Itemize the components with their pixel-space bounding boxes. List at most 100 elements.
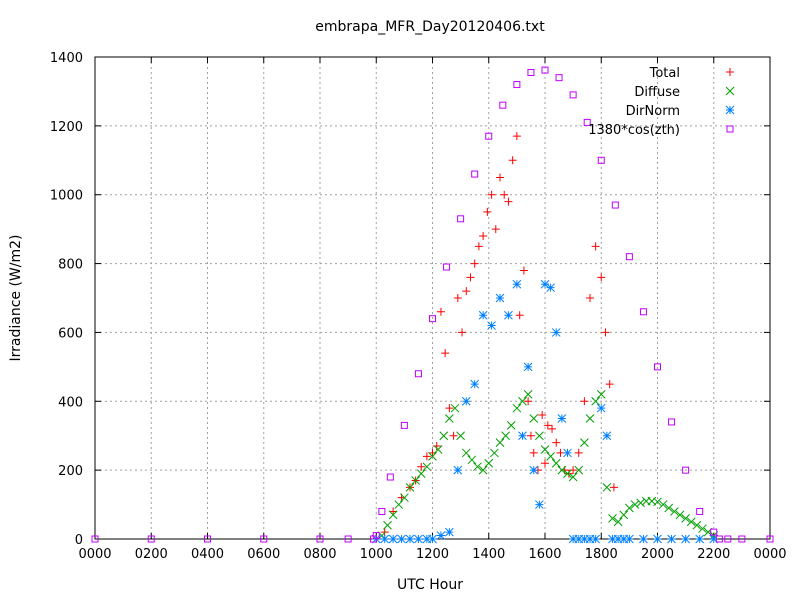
y-tick-label: 600 bbox=[58, 326, 83, 341]
data-point-dirnorm bbox=[495, 293, 505, 303]
data-point-1380-cos-zth bbox=[625, 253, 633, 261]
data-point-diffuse bbox=[484, 458, 494, 468]
data-point-dirnorm bbox=[619, 534, 629, 544]
data-point-diffuse bbox=[580, 438, 589, 447]
data-point-diffuse bbox=[658, 500, 668, 509]
data-point-dirnorm bbox=[436, 531, 446, 540]
data-point-1380-cos-zth bbox=[555, 74, 563, 82]
data-point-diffuse bbox=[568, 472, 578, 482]
data-point-diffuse bbox=[608, 513, 617, 523]
data-point-1380-cos-zth bbox=[499, 101, 507, 109]
data-point-dirnorm bbox=[529, 465, 539, 475]
data-point-diffuse bbox=[428, 452, 437, 461]
data-point-1380-cos-zth bbox=[344, 535, 352, 543]
data-point-dirnorm bbox=[504, 310, 513, 320]
data-point-1380-cos-zth bbox=[204, 535, 211, 543]
data-point-dirnorm bbox=[470, 379, 480, 389]
data-point-dirnorm bbox=[388, 534, 398, 544]
data-point-diffuse bbox=[461, 448, 471, 458]
data-point-1380-cos-zth bbox=[147, 535, 155, 543]
data-point-dirnorm bbox=[518, 431, 527, 441]
data-point-diffuse bbox=[501, 431, 510, 441]
data-point-total bbox=[543, 421, 552, 430]
x-tick-label: 0000 bbox=[753, 547, 786, 562]
data-point-total bbox=[552, 438, 561, 447]
x-tick-label: 1200 bbox=[416, 547, 449, 562]
data-point-dirnorm bbox=[580, 534, 589, 544]
y-axis-label: Irradiance (W/m2) bbox=[8, 235, 24, 362]
data-point-diffuse bbox=[625, 503, 634, 513]
data-point-dirnorm bbox=[557, 414, 567, 423]
data-point-1380-cos-zth bbox=[597, 156, 605, 164]
data-point-dirnorm bbox=[551, 328, 561, 337]
data-point-diffuse bbox=[686, 517, 696, 527]
data-point-diffuse bbox=[591, 396, 600, 406]
data-point-diffuse bbox=[653, 497, 662, 507]
y-tick-label: 400 bbox=[58, 395, 83, 410]
data-point-total bbox=[526, 431, 535, 440]
data-point-diffuse bbox=[394, 500, 404, 509]
data-point-dirnorm bbox=[653, 534, 662, 544]
data-point-total bbox=[601, 328, 610, 337]
data-point-total bbox=[458, 328, 467, 337]
data-point-diffuse bbox=[596, 390, 606, 399]
x-axis: 0000 0200 0400 0600 0800 1000 1200 1400 1600 1800… bbox=[78, 57, 787, 562]
data-point-dirnorm bbox=[613, 534, 623, 544]
x-tick-label: 1000 bbox=[360, 547, 393, 562]
data-point-dirnorm bbox=[563, 448, 572, 458]
data-point-1380-cos-zth bbox=[715, 535, 723, 543]
data-point-diffuse bbox=[456, 431, 465, 441]
data-point-1380-cos-zth bbox=[443, 263, 451, 271]
data-point-dirnorm bbox=[380, 534, 390, 544]
legend-label-1380-cos-zth: 1380*cos(zth) bbox=[588, 123, 680, 138]
data-point-diffuse bbox=[445, 414, 454, 423]
data-point-total bbox=[479, 232, 488, 241]
data-point-total bbox=[515, 311, 524, 320]
data-point-diffuse bbox=[383, 520, 392, 530]
legend-marker-dirnorm bbox=[725, 105, 735, 115]
data-point-dirnorm bbox=[574, 534, 584, 544]
data-point-total bbox=[580, 397, 589, 406]
legend-marker-1380-cos-zth bbox=[726, 125, 734, 133]
y-tick-label: 1000 bbox=[50, 189, 83, 204]
data-point-total bbox=[422, 452, 431, 461]
data-point-dirnorm bbox=[709, 534, 719, 544]
data-point-diffuse bbox=[478, 465, 488, 475]
data-point-1380-cos-zth bbox=[682, 466, 690, 474]
data-point-dirnorm bbox=[453, 465, 463, 475]
data-point-total bbox=[541, 459, 549, 468]
data-point-dirnorm bbox=[602, 431, 612, 441]
data-point-1380-cos-zth bbox=[400, 421, 408, 429]
data-point-diffuse bbox=[512, 403, 522, 413]
data-point-1380-cos-zth bbox=[316, 535, 324, 543]
data-point-1380-cos-zth bbox=[386, 473, 394, 481]
data-point-diffuse bbox=[523, 390, 533, 399]
data-point-diffuse bbox=[613, 517, 623, 527]
data-point-1380-cos-zth bbox=[541, 66, 549, 74]
data-point-total bbox=[496, 173, 504, 182]
data-point-diffuse bbox=[546, 452, 555, 461]
y-tick-label: 200 bbox=[58, 464, 83, 479]
data-point-diffuse bbox=[506, 421, 516, 430]
data-point-1380-cos-zth bbox=[724, 535, 732, 543]
data-point-total bbox=[524, 397, 533, 406]
data-point-diffuse bbox=[450, 403, 460, 413]
data-point-1380-cos-zth bbox=[668, 418, 676, 426]
data-point-1380-cos-zth bbox=[471, 170, 479, 178]
data-point-dirnorm bbox=[591, 534, 600, 544]
x-tick-label: 2000 bbox=[641, 547, 674, 562]
legend-marker-total bbox=[726, 68, 734, 76]
data-point-dirnorm bbox=[695, 534, 705, 544]
x-tick-label: 2200 bbox=[697, 547, 730, 562]
data-point-total bbox=[564, 469, 573, 478]
data-point-diffuse bbox=[675, 510, 685, 520]
x-tick-label: 0000 bbox=[78, 547, 111, 562]
data-point-1380-cos-zth bbox=[378, 507, 386, 515]
data-point-1380-cos-zth bbox=[91, 535, 99, 543]
data-point-diffuse bbox=[535, 431, 544, 441]
data-point-diffuse bbox=[518, 396, 527, 406]
data-point-dirnorm bbox=[512, 279, 522, 289]
data-point-diffuse bbox=[439, 431, 449, 441]
